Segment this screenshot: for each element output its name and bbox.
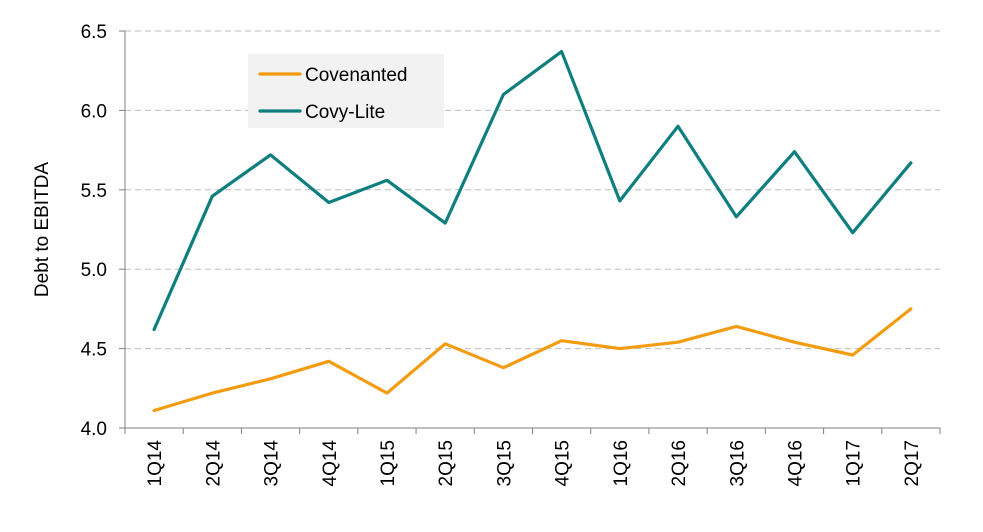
axes — [119, 30, 941, 434]
x-tick-label: 1Q16 — [611, 440, 632, 486]
x-tick-label: 2Q16 — [669, 440, 690, 486]
x-tick-label: 3Q14 — [262, 440, 283, 487]
legend-box — [248, 54, 444, 128]
x-tick-label: 1Q17 — [844, 440, 865, 486]
gridlines — [125, 30, 940, 350]
x-tick-label: 2Q14 — [203, 440, 224, 487]
legend-label-covy-lite: Covy-Lite — [305, 102, 385, 123]
x-tick-label: 1Q15 — [378, 440, 399, 486]
legend: Covenanted Covy-Lite — [248, 54, 444, 128]
x-tick-labels: 1Q14 2Q14 3Q14 4Q14 1Q15 2Q15 3Q15 4Q15 1Q16 2Q16… — [145, 440, 923, 487]
x-tick-label: 1Q14 — [145, 440, 166, 487]
series-lines — [152, 49, 913, 413]
x-tick-label: 4Q14 — [320, 440, 341, 487]
x-tick-label: 4Q15 — [553, 440, 574, 486]
y-axis-title: Debt to EBITDA — [32, 162, 53, 297]
x-tick-label: 2Q15 — [436, 440, 457, 486]
series-line-covy-lite — [152, 49, 913, 332]
y-tick-label: 6.0 — [81, 101, 107, 122]
x-tick-label: 2Q17 — [902, 440, 923, 486]
y-tick-label: 5.0 — [81, 260, 107, 281]
legend-label-covenanted: Covenanted — [305, 65, 407, 86]
y-tick-label: 6.5 — [81, 22, 107, 43]
series-line-covenanted — [152, 307, 913, 413]
x-tick-label: 4Q16 — [785, 440, 806, 486]
y-tick-labels: 4.0 4.5 5.0 5.5 6.0 6.5 — [81, 22, 107, 440]
y-tick-label: 4.5 — [81, 340, 107, 361]
x-tick-label: 3Q15 — [494, 440, 515, 486]
y-tick-label: 5.5 — [81, 181, 107, 202]
x-tick-label: 3Q16 — [727, 440, 748, 486]
y-tick-label: 4.0 — [81, 419, 107, 440]
